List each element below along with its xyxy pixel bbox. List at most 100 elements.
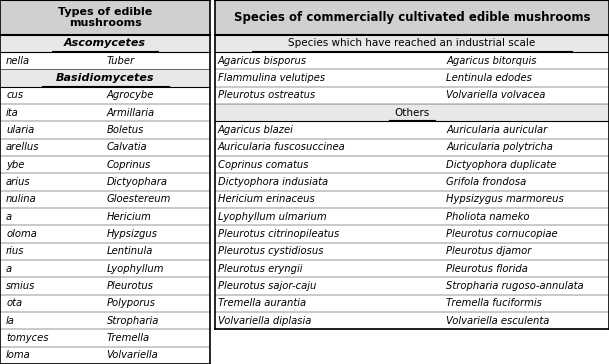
Text: Armillaria: Armillaria bbox=[107, 108, 155, 118]
Bar bbox=[215, 191, 609, 208]
Bar bbox=[215, 104, 609, 121]
Text: Stropharia: Stropharia bbox=[107, 316, 159, 326]
Bar bbox=[0, 0, 210, 35]
Text: Pleurotus cystidiosus: Pleurotus cystidiosus bbox=[218, 246, 323, 256]
Bar bbox=[0, 260, 210, 277]
Text: Tremella aurantia: Tremella aurantia bbox=[218, 298, 306, 308]
Text: Tremella: Tremella bbox=[107, 333, 150, 343]
Text: Pleurotus eryngii: Pleurotus eryngii bbox=[218, 264, 303, 274]
Bar bbox=[215, 312, 609, 329]
Bar bbox=[215, 260, 609, 277]
Bar bbox=[215, 0, 609, 35]
Text: Pleurotus florida: Pleurotus florida bbox=[446, 264, 528, 274]
Bar bbox=[215, 243, 609, 260]
Bar bbox=[0, 35, 210, 52]
Text: Auricularia polytricha: Auricularia polytricha bbox=[446, 142, 553, 152]
Bar bbox=[215, 208, 609, 225]
Text: Volvariella esculenta: Volvariella esculenta bbox=[446, 316, 550, 326]
Text: Calvatia: Calvatia bbox=[107, 142, 147, 152]
Text: Agrocybe: Agrocybe bbox=[107, 90, 154, 100]
Text: Auricularia fuscosuccinea: Auricularia fuscosuccinea bbox=[218, 142, 346, 152]
Text: Tremella fuciformis: Tremella fuciformis bbox=[446, 298, 542, 308]
Text: Agaricus blazei: Agaricus blazei bbox=[218, 125, 294, 135]
Text: loma: loma bbox=[6, 350, 31, 360]
Text: Coprinus: Coprinus bbox=[107, 160, 151, 170]
Text: a: a bbox=[6, 264, 12, 274]
Text: Ascomycetes: Ascomycetes bbox=[64, 38, 146, 48]
Text: ularia: ularia bbox=[6, 125, 34, 135]
Text: Pleurotus sajor-caju: Pleurotus sajor-caju bbox=[218, 281, 317, 291]
Text: arellus: arellus bbox=[6, 142, 40, 152]
Bar bbox=[0, 329, 210, 347]
Bar bbox=[0, 52, 210, 69]
Text: la: la bbox=[6, 316, 15, 326]
Bar bbox=[0, 104, 210, 121]
Text: Dictyophora indusiata: Dictyophora indusiata bbox=[218, 177, 328, 187]
Bar bbox=[215, 156, 609, 173]
Text: Others: Others bbox=[395, 108, 429, 118]
Text: Pleurotus cornucopiae: Pleurotus cornucopiae bbox=[446, 229, 558, 239]
Text: Tuber: Tuber bbox=[107, 56, 135, 66]
Text: Pleurotus: Pleurotus bbox=[107, 281, 153, 291]
Bar bbox=[0, 243, 210, 260]
Text: Pleurotus ostreatus: Pleurotus ostreatus bbox=[218, 90, 315, 100]
Bar bbox=[0, 208, 210, 225]
Text: Species of commercially cultivated edible mushrooms: Species of commercially cultivated edibl… bbox=[234, 11, 590, 24]
Bar bbox=[215, 69, 609, 87]
Bar bbox=[215, 173, 609, 191]
Bar bbox=[0, 156, 210, 173]
Text: Lentinula edodes: Lentinula edodes bbox=[446, 73, 532, 83]
Bar bbox=[0, 277, 210, 295]
Text: Gloestereum: Gloestereum bbox=[107, 194, 171, 204]
Text: Agaricus bisporus: Agaricus bisporus bbox=[218, 56, 307, 66]
Text: Volvariella volvacea: Volvariella volvacea bbox=[446, 90, 546, 100]
Text: Lentinula: Lentinula bbox=[107, 246, 153, 256]
Text: a: a bbox=[6, 212, 12, 222]
Text: Pleurotus citrinopileatus: Pleurotus citrinopileatus bbox=[218, 229, 339, 239]
Text: Pleurotus djamor: Pleurotus djamor bbox=[446, 246, 532, 256]
Text: ybe: ybe bbox=[6, 160, 24, 170]
Text: rius: rius bbox=[6, 246, 24, 256]
Text: Dictyophora duplicate: Dictyophora duplicate bbox=[446, 160, 557, 170]
Bar bbox=[215, 52, 609, 69]
Text: Coprinus comatus: Coprinus comatus bbox=[218, 160, 309, 170]
Bar bbox=[215, 225, 609, 243]
Text: Grifola frondosa: Grifola frondosa bbox=[446, 177, 527, 187]
Text: Dictyophara: Dictyophara bbox=[107, 177, 167, 187]
Bar bbox=[215, 121, 609, 139]
Text: ota: ota bbox=[6, 298, 22, 308]
Text: tomyces: tomyces bbox=[6, 333, 49, 343]
Text: Hericium erinaceus: Hericium erinaceus bbox=[218, 194, 315, 204]
Text: Types of edible
mushrooms: Types of edible mushrooms bbox=[58, 7, 152, 28]
Text: Agaricus bitorquis: Agaricus bitorquis bbox=[446, 56, 537, 66]
Bar bbox=[215, 139, 609, 156]
Text: Basidiomycetes: Basidiomycetes bbox=[56, 73, 154, 83]
Text: Lyophyllum: Lyophyllum bbox=[107, 264, 164, 274]
Bar bbox=[215, 295, 609, 312]
Bar bbox=[0, 312, 210, 329]
Text: nulina: nulina bbox=[6, 194, 37, 204]
Text: Volvariella: Volvariella bbox=[107, 350, 158, 360]
Text: Pholiota nameko: Pholiota nameko bbox=[446, 212, 530, 222]
Bar bbox=[215, 87, 609, 104]
Text: Stropharia rugoso-annulata: Stropharia rugoso-annulata bbox=[446, 281, 584, 291]
Text: Auricularia auricular: Auricularia auricular bbox=[446, 125, 547, 135]
Text: arius: arius bbox=[6, 177, 30, 187]
Text: Species which have reached an industrial scale: Species which have reached an industrial… bbox=[289, 38, 535, 48]
Bar bbox=[215, 35, 609, 52]
Text: Hypsizygus marmoreus: Hypsizygus marmoreus bbox=[446, 194, 564, 204]
Text: ita: ita bbox=[6, 108, 19, 118]
Text: Boletus: Boletus bbox=[107, 125, 144, 135]
Bar bbox=[0, 347, 210, 364]
Text: Hypsizgus: Hypsizgus bbox=[107, 229, 158, 239]
Text: Flammulina velutipes: Flammulina velutipes bbox=[218, 73, 325, 83]
Bar bbox=[0, 87, 210, 104]
Text: cus: cus bbox=[6, 90, 23, 100]
Text: oloma: oloma bbox=[6, 229, 37, 239]
Bar bbox=[0, 69, 210, 87]
Bar bbox=[0, 139, 210, 156]
Text: nella: nella bbox=[6, 56, 30, 66]
Bar bbox=[0, 191, 210, 208]
Bar bbox=[0, 295, 210, 312]
Text: Volvariella diplasia: Volvariella diplasia bbox=[218, 316, 311, 326]
